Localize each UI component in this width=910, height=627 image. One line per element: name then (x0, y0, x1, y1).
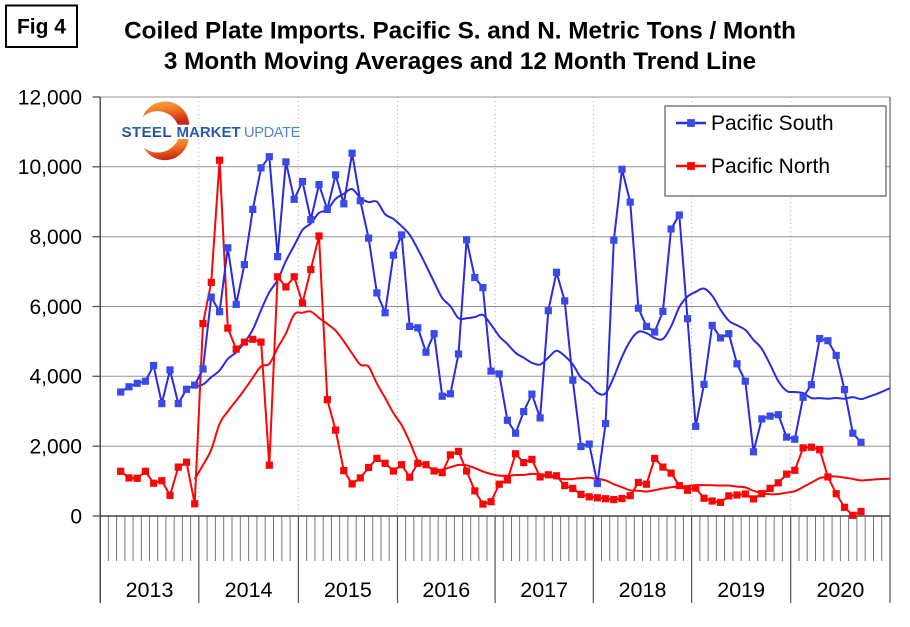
svg-text:STEEL: STEEL (122, 124, 172, 141)
svg-text:10,000: 10,000 (18, 156, 82, 179)
svg-text:2020: 2020 (816, 578, 864, 602)
svg-text:Pacific North: Pacific North (711, 155, 830, 178)
svg-text:MARKET: MARKET (177, 124, 241, 141)
svg-text:2018: 2018 (619, 578, 667, 602)
svg-text:Pacific South: Pacific South (711, 112, 834, 135)
svg-text:6,000: 6,000 (29, 296, 82, 319)
svg-text:UPDATE: UPDATE (244, 125, 301, 141)
svg-text:2017: 2017 (520, 578, 568, 602)
svg-text:12,000: 12,000 (18, 86, 82, 109)
svg-text:0: 0 (70, 505, 82, 528)
svg-text:2013: 2013 (126, 578, 174, 602)
svg-text:2016: 2016 (422, 578, 470, 602)
svg-text:2019: 2019 (717, 578, 765, 602)
svg-text:4,000: 4,000 (29, 366, 82, 389)
svg-text:8,000: 8,000 (29, 226, 82, 249)
svg-text:2014: 2014 (225, 578, 273, 602)
svg-text:2015: 2015 (324, 578, 372, 602)
svg-text:3 Month Moving Averages and 12: 3 Month Moving Averages and 12 Month Tre… (164, 48, 756, 75)
svg-text:2,000: 2,000 (29, 436, 82, 459)
svg-text:Fig 4: Fig 4 (17, 16, 66, 39)
svg-text:Coiled Plate Imports. Pacific: Coiled Plate Imports. Pacific S. and N. … (124, 18, 796, 45)
